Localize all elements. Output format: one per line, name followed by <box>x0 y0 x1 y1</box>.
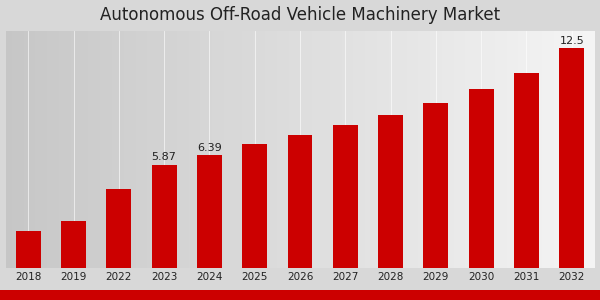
Text: 5.87: 5.87 <box>152 152 176 163</box>
Bar <box>333 125 358 268</box>
Bar <box>152 165 176 268</box>
Bar <box>287 135 313 268</box>
Text: 6.39: 6.39 <box>197 143 222 153</box>
Title: Autonomous Off-Road Vehicle Machinery Market: Autonomous Off-Road Vehicle Machinery Ma… <box>100 6 500 24</box>
Bar <box>514 73 539 268</box>
Bar <box>378 115 403 268</box>
Bar <box>106 189 131 268</box>
Bar <box>242 144 267 268</box>
Text: 12.5: 12.5 <box>559 36 584 46</box>
Bar <box>424 103 448 268</box>
Bar <box>197 155 222 268</box>
Bar <box>61 221 86 268</box>
Bar <box>16 231 41 268</box>
Bar <box>469 88 494 268</box>
Bar <box>559 48 584 268</box>
